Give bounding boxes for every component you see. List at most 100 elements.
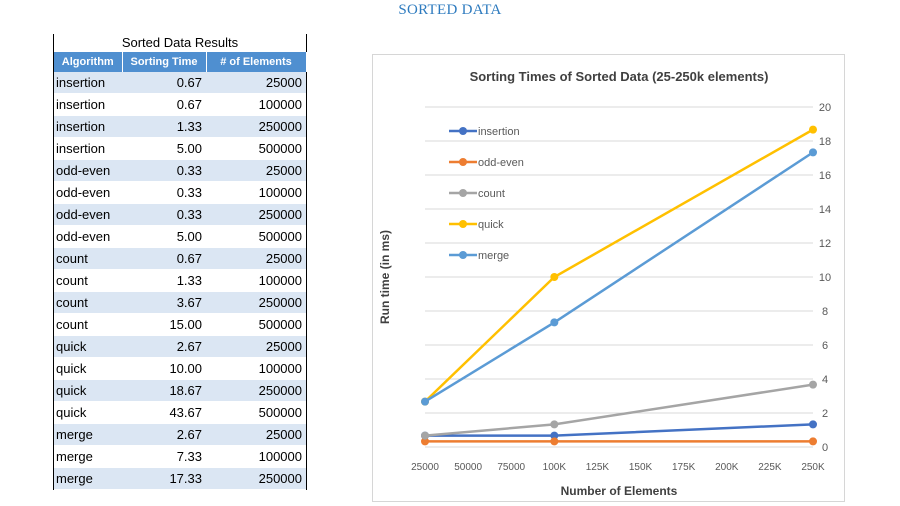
column-header-algorithm: Algorithm: [54, 52, 123, 72]
x-tick-label: 100K: [543, 462, 567, 473]
x-tick-label: 50000: [454, 462, 482, 473]
table-row: odd-even 0.33 250000: [54, 203, 306, 226]
y-tick-label: 20: [819, 102, 831, 114]
x-tick-label: 25000: [411, 462, 439, 473]
cell-elements: 100000: [206, 93, 306, 116]
table-row: quick 18.67 250000: [54, 379, 306, 402]
cell-sorting-time: 0.33: [122, 203, 206, 226]
data-point-count: [550, 420, 559, 429]
data-point-odd-even: [809, 437, 817, 446]
cell-sorting-time: 10.00: [122, 357, 206, 380]
series-line-quick: [424, 128, 814, 403]
cell-sorting-time: 15.00: [122, 313, 206, 336]
cell-algorithm: odd-even: [54, 159, 122, 182]
y-axis-label: Run time (in ms): [378, 230, 392, 324]
chart-title: Sorting Times of Sorted Data (25-250k el…: [470, 69, 769, 84]
cell-sorting-time: 18.67: [122, 379, 206, 402]
cell-algorithm: count: [54, 291, 122, 314]
table-row: insertion 0.67 100000: [54, 93, 306, 116]
cell-elements: 500000: [206, 137, 306, 160]
x-tick-label: 175K: [672, 462, 696, 473]
legend-label-odd-even: odd-even: [478, 157, 524, 169]
column-header-sorting-time: Sorting Time: [122, 52, 207, 72]
cell-algorithm: merge: [54, 445, 122, 468]
cell-elements: 500000: [206, 225, 306, 248]
cell-algorithm: quick: [54, 357, 122, 380]
cell-sorting-time: 1.33: [122, 115, 206, 138]
cell-algorithm: insertion: [54, 72, 122, 94]
y-tick-label: 6: [822, 340, 828, 352]
cell-elements: 250000: [206, 467, 306, 490]
cell-sorting-time: 5.00: [122, 137, 206, 160]
table-row: merge 2.67 25000: [54, 423, 306, 446]
x-axis-label: Number of Elements: [561, 484, 678, 498]
cell-sorting-time: 0.67: [122, 93, 206, 116]
legend-swatch-marker: [459, 220, 467, 228]
cell-elements: 25000: [206, 159, 306, 182]
cell-algorithm: insertion: [54, 115, 122, 138]
data-point-count: [809, 380, 817, 389]
y-tick-label: 2: [822, 408, 828, 420]
data-point-odd-even: [421, 437, 429, 446]
cell-algorithm: odd-even: [54, 225, 122, 248]
data-point-quick: [550, 273, 559, 281]
y-tick-label: 4: [822, 374, 828, 386]
cell-algorithm: insertion: [54, 93, 122, 116]
cell-sorting-time: 43.67: [122, 401, 206, 424]
y-tick-label: 10: [819, 272, 831, 284]
cell-elements: 25000: [206, 72, 306, 94]
x-tick-label: 75000: [497, 462, 525, 473]
cell-algorithm: count: [54, 269, 122, 292]
data-point-count: [421, 431, 429, 440]
cell-sorting-time: 2.67: [122, 423, 206, 446]
table-row: count 15.00 500000: [54, 313, 306, 336]
cell-elements: 100000: [206, 181, 306, 204]
table-header-row: Algorithm Sorting Time # of Elements: [54, 52, 307, 72]
column-header-elements: # of Elements: [206, 52, 307, 72]
x-tick-label: 200K: [715, 462, 739, 473]
cell-elements: 100000: [206, 357, 306, 380]
table-row: insertion 0.67 25000: [54, 72, 306, 94]
cell-algorithm: count: [54, 247, 122, 270]
cell-elements: 250000: [206, 115, 306, 138]
cell-elements: 500000: [206, 401, 306, 424]
cell-algorithm: quick: [54, 379, 122, 402]
cell-elements: 100000: [206, 445, 306, 468]
cell-sorting-time: 7.33: [122, 445, 206, 468]
legend-label-insertion: insertion: [478, 126, 520, 138]
table-row: quick 43.67 500000: [54, 401, 306, 424]
x-tick-label: 250K: [801, 462, 825, 473]
cell-algorithm: odd-even: [54, 181, 122, 204]
legend-label-quick: quick: [478, 219, 504, 231]
cell-algorithm: insertion: [54, 137, 122, 160]
cell-algorithm: quick: [54, 335, 122, 358]
x-tick-label: 225K: [758, 462, 782, 473]
table-row: count 0.67 25000: [54, 247, 306, 270]
y-tick-label: 14: [819, 204, 831, 216]
legend-swatch-marker: [459, 158, 467, 166]
line-chart: Sorting Times of Sorted Data (25-250k el…: [378, 69, 831, 498]
cell-sorting-time: 1.33: [122, 269, 206, 292]
cell-sorting-time: 0.67: [122, 247, 206, 270]
cell-sorting-time: 3.67: [122, 291, 206, 314]
y-tick-label: 8: [822, 306, 828, 318]
cell-sorting-time: 0.33: [122, 159, 206, 182]
cell-sorting-time: 0.67: [122, 72, 206, 94]
table-row: odd-even 0.33 100000: [54, 181, 306, 204]
legend-swatch-marker: [459, 189, 467, 197]
cell-sorting-time: 17.33: [122, 467, 206, 490]
table-row: odd-even 5.00 500000: [54, 225, 306, 248]
table-row: count 3.67 250000: [54, 291, 306, 314]
y-tick-label: 16: [819, 170, 831, 182]
table-caption: Sorted Data Results: [121, 35, 239, 50]
data-point-quick: [809, 125, 817, 134]
cell-sorting-time: 5.00: [122, 225, 206, 248]
y-tick-label: 18: [819, 136, 831, 148]
page-heading: SORTED DATA: [398, 2, 502, 18]
data-point-insertion: [809, 420, 817, 429]
table-row: odd-even 0.33 25000: [54, 159, 306, 182]
cell-elements: 25000: [206, 335, 306, 358]
x-tick-label: 125K: [586, 462, 610, 473]
legend-label-count: count: [478, 188, 505, 200]
cell-elements: 25000: [206, 423, 306, 446]
